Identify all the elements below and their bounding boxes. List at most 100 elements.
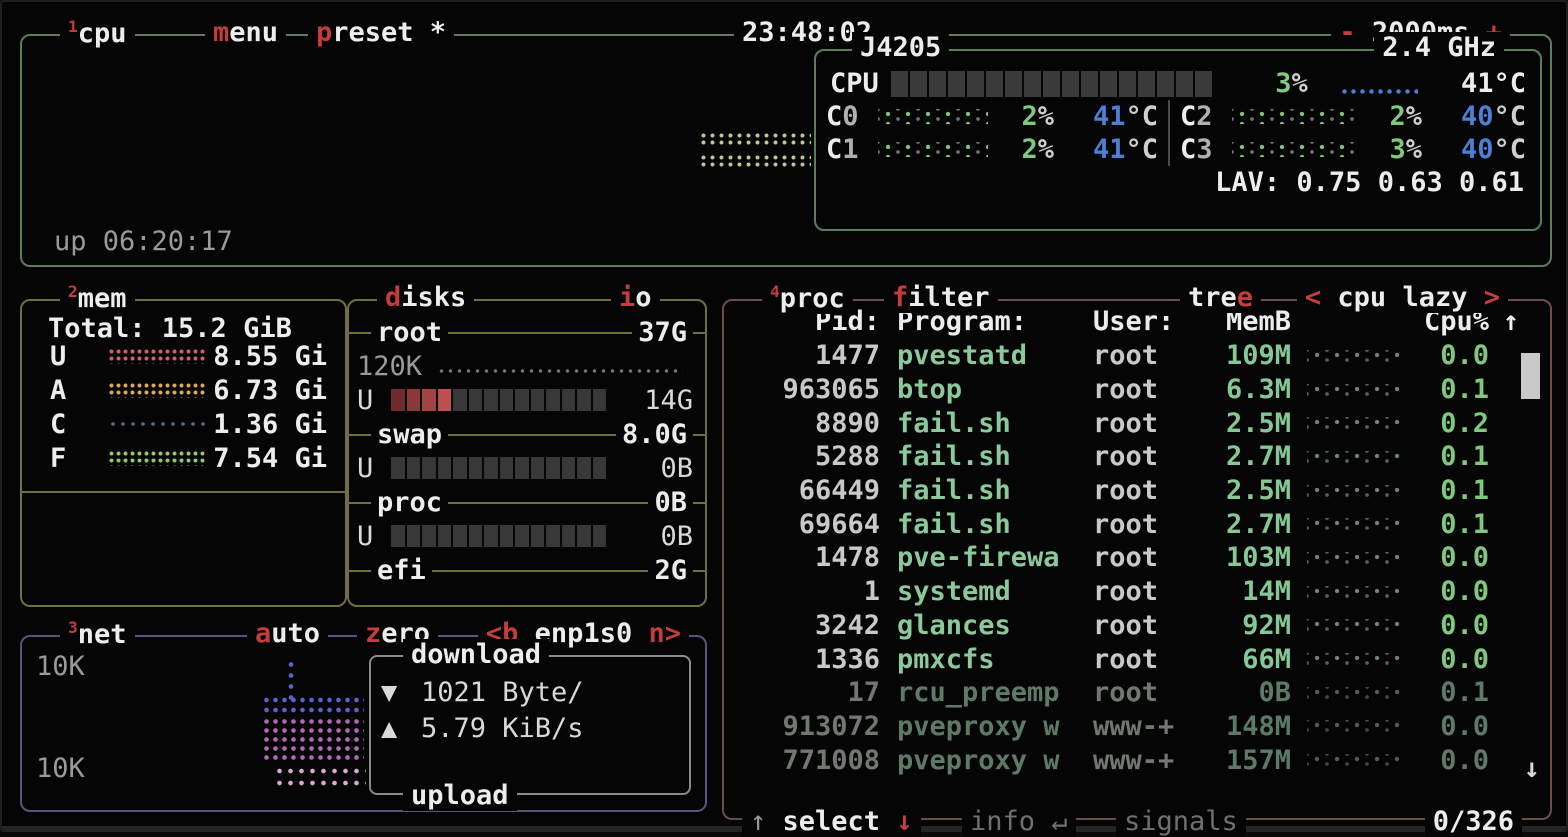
mem-row-value: 8.55 Gi [213, 340, 327, 372]
info-button[interactable]: info ↵ [962, 806, 1076, 837]
download-rate: ▼ 1021 Byte/ [381, 676, 584, 708]
sort-direction-icon[interactable]: ↑ [1502, 305, 1520, 337]
disk-meter-cell [515, 457, 529, 479]
disk-meter-cell [437, 525, 451, 547]
core-label: C3 [1180, 134, 1213, 165]
cpu-total-pct: 3% [1275, 68, 1308, 99]
core-temp: 40°C [1460, 101, 1526, 132]
col-user[interactable]: User: [1093, 305, 1175, 337]
tab-proc[interactable]: 4proc [762, 282, 853, 314]
disk-meter-cell [546, 457, 560, 479]
iface-name: enp1s0 [534, 618, 633, 649]
process-row[interactable]: 5288 fail.sh root 2.7M 0.1 [724, 440, 1550, 474]
preset-button[interactable]: preset * [308, 17, 455, 48]
process-name: fail.sh [897, 407, 1011, 439]
process-user: root [1093, 340, 1159, 372]
proc-hotkey: 4 [770, 282, 780, 301]
disk-size: 0B [648, 486, 693, 518]
tab-cpu[interactable]: 1cpu [60, 17, 135, 49]
mem-meters: U 8.55 Gi A 6.73 Gi C 1.36 Gi F 7.54 Gi [22, 339, 345, 475]
sort-next-button[interactable]: > [1483, 282, 1500, 313]
process-mem: 92M [1242, 609, 1291, 641]
filter-button[interactable]: filter [884, 282, 998, 313]
disk-meter-cell [484, 389, 498, 411]
process-name: pve-firewa [897, 542, 1060, 574]
core-label: C1 [826, 134, 859, 165]
disk-meter-cell [453, 525, 467, 547]
mem-row-label: U [50, 340, 67, 372]
scroll-down-icon[interactable]: ↓ [1523, 753, 1540, 784]
disk-io-row: 120K [349, 349, 705, 383]
disk-used-value: 0B [660, 520, 693, 552]
process-cpu: 0.0 [1440, 609, 1489, 641]
core-pct: 2% [1021, 101, 1054, 132]
process-row[interactable]: 1 systemd root 14M 0.0 [724, 575, 1550, 609]
process-name: pveproxy w [897, 710, 1060, 742]
disk-meter-cell [577, 389, 591, 411]
process-user: root [1093, 643, 1159, 675]
process-cpu: 0.1 [1440, 441, 1489, 473]
process-row[interactable]: 913072 pveproxy w www-+ 148M 0.0 [724, 710, 1550, 744]
disk-used-meter [391, 525, 606, 547]
disk-name: swap [371, 418, 449, 450]
process-row[interactable]: 8890 fail.sh root 2.5M 0.2 [724, 406, 1550, 440]
process-row[interactable]: 66449 fail.sh root 2.5M 0.1 [724, 474, 1550, 508]
download-arrow-icon: ▼ [381, 676, 398, 708]
process-user: root [1093, 407, 1159, 439]
process-user: root [1093, 441, 1159, 473]
process-name: rcu_preemp [897, 677, 1060, 709]
core-usage-graph [878, 109, 988, 124]
core-usage-graph [1232, 109, 1356, 124]
process-pid: 3242 [814, 609, 880, 641]
mem-meter-row: F 7.54 Gi [22, 441, 345, 475]
mem-row-value: 6.73 Gi [213, 374, 327, 406]
signals-button[interactable]: signals [1116, 806, 1246, 837]
net-scale-top: 10K [36, 651, 85, 682]
tree-button[interactable]: tree [1180, 282, 1262, 313]
process-name: pveproxy w [897, 744, 1060, 776]
process-cpu: 0.0 [1440, 576, 1489, 608]
proc-scrollbar[interactable] [1521, 353, 1540, 399]
process-cpu: 0.0 [1440, 744, 1489, 776]
upload-label: upload [403, 780, 517, 811]
cpu-meter-cell [1194, 70, 1212, 97]
mem-meter [108, 450, 206, 466]
process-row[interactable]: 1477 pvestatd root 109M 0.0 [724, 339, 1550, 373]
interval-minus-button[interactable]: - [1339, 17, 1356, 48]
process-row[interactable]: 69664 fail.sh root 2.7M 0.1 [724, 507, 1550, 541]
tab-mem[interactable]: 2mem [60, 282, 135, 314]
io-mode-button[interactable]: io [611, 282, 660, 313]
process-row[interactable]: 771008 pveproxy w www-+ 157M 0.0 [724, 743, 1550, 777]
tab-disks[interactable]: disks [377, 282, 475, 313]
sort-prev-button[interactable]: < [1304, 282, 1322, 313]
disk-size: 37G [632, 316, 693, 348]
disks-tab-label: isks [401, 282, 467, 313]
cpu-meter-cell [890, 70, 908, 97]
process-cpu-graph [1307, 754, 1403, 767]
process-pid: 963065 [782, 374, 880, 406]
disk-meter-cell [391, 457, 405, 479]
select-control[interactable]: ↑ select ↓ [742, 806, 921, 837]
core-pct: 2% [1389, 101, 1422, 132]
tab-net[interactable]: 3net [60, 618, 135, 650]
cpu-cores: C0 2% 41°C C1 2% 41°C C2 2% 40°C C3 3% 40°C [816, 100, 1540, 166]
process-list: 1477 pvestatd root 109M 0.0 963065 btop root 6.3… [724, 337, 1550, 777]
process-row[interactable]: 1336 pmxcfs root 66M 0.0 [724, 642, 1550, 676]
net-download-graph [286, 659, 296, 703]
process-row[interactable]: 3242 glances root 92M 0.0 [724, 609, 1550, 643]
process-name: systemd [897, 576, 1011, 608]
process-pid: 69664 [798, 508, 880, 540]
cpu-core-row: C0 2% 41°C [816, 100, 1168, 133]
menu-button[interactable]: menu [205, 17, 287, 48]
process-row[interactable]: 17 rcu_preemp root 0B 0.1 [724, 676, 1550, 710]
disk-meter-cell [530, 525, 544, 547]
auto-scale-button[interactable]: auto [247, 618, 329, 649]
iface-next-button[interactable]: n> [648, 618, 681, 649]
process-row[interactable]: 1478 pve-firewa root 103M 0.0 [724, 541, 1550, 575]
disk-meter-cell [484, 457, 498, 479]
cpu-model-label: J4205 [852, 32, 950, 63]
disk-meter-cell [437, 457, 451, 479]
disk-size: 8.0G [615, 418, 693, 450]
io-hotkey: i [619, 282, 636, 313]
process-row[interactable]: 963065 btop root 6.3M 0.1 [724, 373, 1550, 407]
